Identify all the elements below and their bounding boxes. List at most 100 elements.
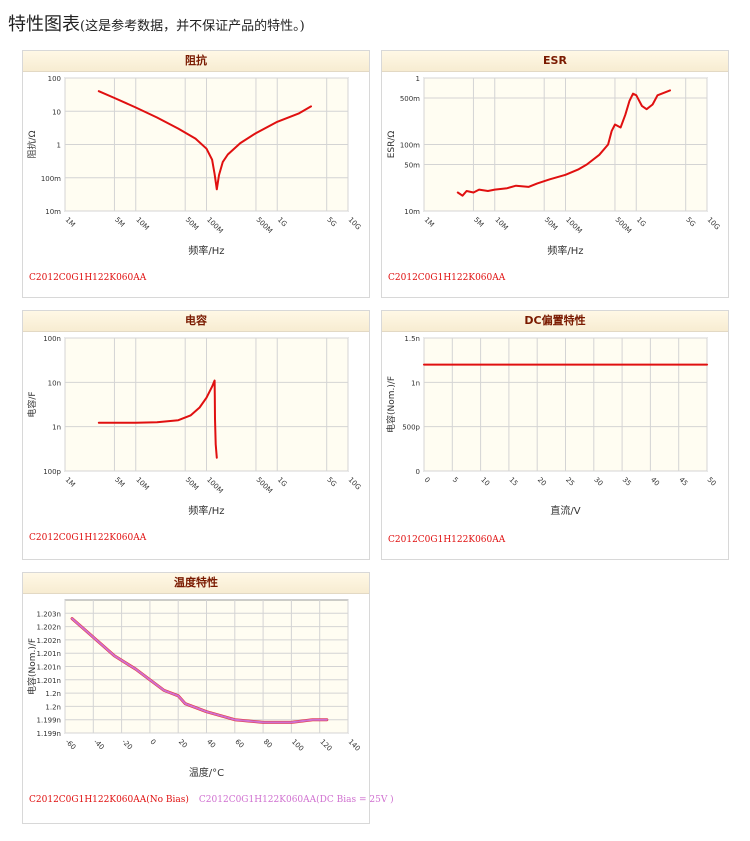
x-tick-label: 5M bbox=[113, 216, 126, 229]
x-tick-label: 35 bbox=[621, 476, 633, 488]
y-tick-label: 1 bbox=[416, 75, 420, 83]
y-tick-label: 100m bbox=[400, 142, 420, 150]
x-axis-label: 频率/Hz bbox=[188, 504, 224, 517]
y-tick-label: 0 bbox=[416, 468, 420, 476]
x-tick-label: 60 bbox=[233, 738, 245, 750]
y-tick-label: 100 bbox=[48, 75, 61, 83]
chart-title: DC偏置特性 bbox=[382, 311, 728, 332]
y-tick-label: 50m bbox=[404, 162, 420, 170]
chart-legend: C2012C0G1H122K060AA bbox=[388, 273, 515, 283]
x-tick-label: 50M bbox=[184, 216, 200, 232]
x-tick-label: 1G bbox=[276, 476, 289, 489]
x-tick-label: 500M bbox=[255, 216, 274, 235]
page-title-main: 特性图表 bbox=[8, 14, 80, 35]
y-tick-label: 500m bbox=[400, 95, 420, 103]
y-tick-label: 1.202n bbox=[37, 637, 61, 645]
y-tick-label: 1.5n bbox=[404, 335, 420, 343]
x-axis-label: 频率/Hz bbox=[547, 244, 583, 257]
x-tick-label: 100M bbox=[564, 216, 583, 235]
y-tick-label: 10 bbox=[52, 108, 61, 116]
y-tick-label: 1.199n bbox=[37, 717, 61, 725]
y-axis-label: 电容(Nom.)/F bbox=[385, 376, 397, 433]
y-tick-label: 1.203n bbox=[37, 610, 61, 618]
x-tick-label: 10M bbox=[134, 476, 150, 492]
x-tick-label: 10G bbox=[347, 216, 363, 232]
x-tick-label: 10 bbox=[479, 476, 491, 488]
x-tick-label: 40 bbox=[649, 476, 661, 488]
y-tick-label: 100m bbox=[41, 175, 61, 183]
chart-panel-dc-bias: DC偏置特性 0 5 10 15 20 25 30 35 40 45 50 0 500p 1n 1.5n 直流… bbox=[381, 310, 729, 560]
x-tick-label: 120 bbox=[318, 738, 333, 753]
y-tick-label: 1.201n bbox=[37, 677, 61, 685]
x-tick-label: 5G bbox=[325, 476, 338, 489]
x-tick-label: 10G bbox=[347, 476, 363, 492]
chart-title: ESR bbox=[382, 51, 728, 72]
x-tick-label: 80 bbox=[262, 738, 274, 750]
chart-legend: C2012C0G1H122K060AA(No Bias) C2012C0G1H12… bbox=[29, 795, 404, 805]
chart-title: 温度特性 bbox=[23, 573, 369, 594]
x-tick-label: 1M bbox=[64, 476, 77, 489]
chart-panel-esr: ESR 1M 5M 10M 50M 100M 500M 1G 5G 10G 10m 50m 100m 5… bbox=[381, 50, 729, 298]
y-tick-label: 10m bbox=[404, 208, 420, 216]
chart-panel-temperature: 温度特性 -60 -40 -20 0 20 40 60 80 100 120 140 1.199n 1.… bbox=[22, 572, 394, 824]
x-tick-label: 5G bbox=[684, 216, 697, 229]
x-tick-label: 50M bbox=[543, 216, 559, 232]
y-tick-label: 100p bbox=[43, 468, 61, 476]
x-tick-label: 500M bbox=[614, 216, 633, 235]
series-line bbox=[97, 379, 218, 459]
x-tick-label: 0 bbox=[423, 476, 432, 485]
y-tick-label: 1 bbox=[57, 142, 61, 150]
x-tick-label: 100 bbox=[290, 738, 305, 753]
chart-title: 阻抗 bbox=[23, 51, 369, 72]
chart-title: 电容 bbox=[23, 311, 369, 332]
series-line bbox=[71, 617, 328, 724]
x-tick-label: 5 bbox=[451, 476, 460, 485]
x-axis-label: 频率/Hz bbox=[188, 244, 224, 257]
page-title-note: (这是参考数据，并不保证产品的特性。) bbox=[80, 19, 305, 34]
x-tick-label: 5M bbox=[472, 216, 485, 229]
x-tick-label: -40 bbox=[92, 738, 106, 752]
legend-entry: C2012C0G1H122K060AA bbox=[388, 273, 506, 283]
chart-svg: -60 -40 -20 0 20 40 60 80 100 120 140 1.199n 1.199n 1… bbox=[26, 599, 362, 779]
x-tick-label: 50 bbox=[706, 476, 718, 488]
x-tick-label: 45 bbox=[677, 476, 689, 488]
y-tick-label: 1.201n bbox=[37, 650, 61, 658]
x-axis-label: 温度/°C bbox=[189, 766, 224, 779]
x-tick-label: 20 bbox=[177, 738, 189, 750]
x-tick-label: 30 bbox=[592, 476, 604, 488]
y-tick-label: 100n bbox=[43, 335, 61, 343]
y-tick-label: 1n bbox=[52, 424, 61, 432]
x-tick-label: 140 bbox=[347, 738, 362, 753]
x-tick-label: 40 bbox=[205, 738, 217, 750]
legend-entry: C2012C0G1H122K060AA bbox=[29, 273, 147, 283]
y-axis-label: 电容/F bbox=[26, 391, 38, 417]
y-axis-label: 阻抗/Ω bbox=[26, 130, 38, 158]
x-tick-label: 100M bbox=[205, 216, 224, 235]
y-tick-label: 1.2n bbox=[45, 703, 61, 711]
y-tick-label: 500p bbox=[402, 424, 420, 432]
series-line bbox=[97, 90, 312, 191]
legend-entry: C2012C0G1H122K060AA(No Bias) bbox=[29, 795, 189, 805]
chart-svg: 1M 5M 10M 50M 100M 500M 1G 5G 10G 10m 50m 100m 500m 1… bbox=[387, 75, 721, 257]
x-tick-label: 1M bbox=[64, 216, 77, 229]
y-tick-label: 10n bbox=[48, 379, 61, 387]
legend-entry: C2012C0G1H122K060AA bbox=[388, 535, 506, 545]
x-tick-label: -20 bbox=[120, 738, 134, 752]
x-tick-label: 50M bbox=[184, 476, 200, 492]
y-tick-label: 1.201n bbox=[37, 664, 61, 672]
x-tick-label: 15 bbox=[507, 476, 519, 488]
y-tick-label: 10m bbox=[45, 208, 61, 216]
y-axis-label: ESR/Ω bbox=[387, 131, 397, 159]
x-tick-label: 500M bbox=[255, 476, 274, 495]
x-tick-label: -60 bbox=[64, 738, 78, 752]
chart-legend: C2012C0G1H122K060AA bbox=[29, 533, 156, 543]
y-tick-label: 1.199n bbox=[37, 730, 61, 738]
chart-svg: 0 5 10 15 20 25 30 35 40 45 50 0 500p 1n 1.5n 直流/V 电容(No… bbox=[385, 335, 718, 517]
chart-svg: 1M 5M 10M 50M 100M 500M 1G 5G 10G 100p 1n 10n 100n 频率… bbox=[26, 335, 363, 517]
y-tick-label: 1.2n bbox=[45, 690, 61, 698]
chart-legend: C2012C0G1H122K060AA bbox=[388, 535, 515, 545]
legend-entry: C2012C0G1H122K060AA bbox=[29, 533, 147, 543]
x-tick-label: 5G bbox=[325, 216, 338, 229]
x-tick-label: 10M bbox=[134, 216, 150, 232]
x-axis-label: 直流/V bbox=[550, 504, 580, 517]
